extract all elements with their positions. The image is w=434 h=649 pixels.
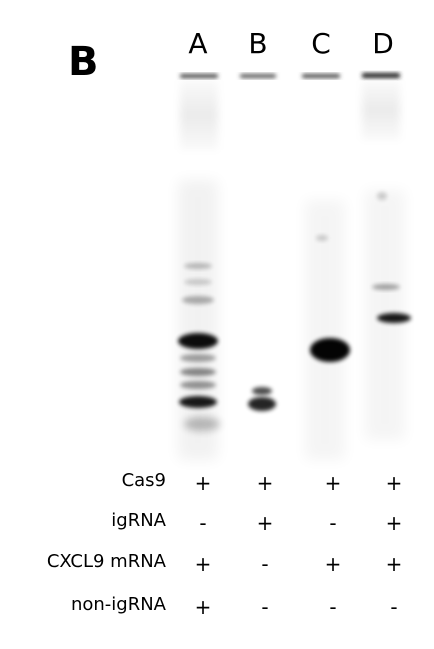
condition-cell: +: [194, 595, 212, 619]
lane-a-bands: [178, 263, 220, 431]
condition-cell: +: [324, 552, 342, 576]
lane-label-a: A: [188, 27, 208, 60]
condition-cell: +: [385, 511, 403, 535]
panel-label: B: [68, 39, 99, 85]
condition-cell: -: [199, 511, 207, 535]
gel-wells: [180, 73, 400, 78]
condition-cell: +: [194, 552, 212, 576]
condition-label-cas9: Cas9: [121, 470, 166, 491]
well-c: [302, 74, 340, 78]
condition-cell: -: [390, 595, 398, 619]
well-d: [362, 73, 400, 78]
lane-d-bands: [372, 192, 411, 323]
condition-cell: -: [329, 511, 337, 535]
condition-label-igrna: igRNA: [111, 510, 166, 531]
lane-label-d: D: [372, 27, 394, 60]
condition-cell: +: [324, 471, 342, 495]
condition-cell: +: [385, 552, 403, 576]
condition-cell: +: [385, 471, 403, 495]
condition-cell: +: [256, 471, 274, 495]
lane-label-c: C: [311, 27, 331, 60]
condition-label-non-igrna: non-igRNA: [70, 594, 166, 615]
condition-cell: -: [261, 552, 269, 576]
condition-label-cxcl9-mrna: CXCL9 mRNA: [46, 551, 166, 572]
condition-cell: +: [256, 511, 274, 535]
well-b: [240, 74, 276, 78]
lane-label-b: B: [248, 27, 268, 60]
well-a: [180, 74, 218, 78]
condition-cell: +: [194, 471, 212, 495]
condition-cell: -: [261, 595, 269, 619]
gel-image: [178, 73, 411, 460]
condition-cell: -: [329, 595, 337, 619]
lane-b-bands: [248, 387, 276, 411]
lane-c-bands: [310, 235, 350, 362]
